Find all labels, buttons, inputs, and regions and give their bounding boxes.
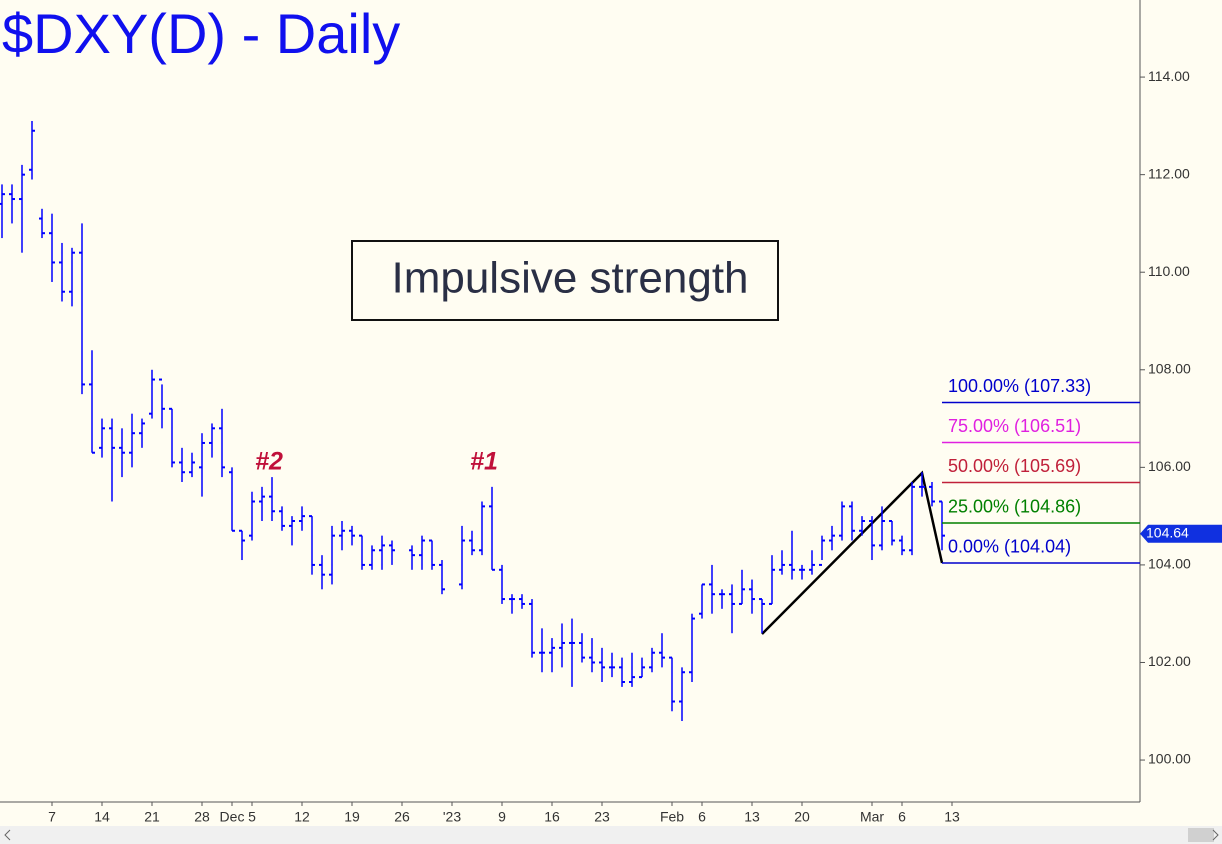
annotation-text: Impulsive strength xyxy=(391,254,748,303)
x-tick-label: Mar xyxy=(860,809,884,825)
y-tick-label: 110.00 xyxy=(1148,263,1190,279)
x-tick-label: 5 xyxy=(248,809,256,825)
y-tick-label: 114.00 xyxy=(1148,68,1190,84)
fib-label: 75.00% (106.51) xyxy=(948,416,1081,436)
last-price-tag xyxy=(1140,524,1222,543)
chart-title: $DXY(D) - Daily xyxy=(2,2,400,65)
y-tick-label: 100.00 xyxy=(1148,751,1191,767)
annotation-label: #1 xyxy=(470,448,498,476)
y-tick-label: 108.00 xyxy=(1148,360,1191,376)
x-tick-label: 23 xyxy=(594,809,610,825)
x-tick-label: Feb xyxy=(660,809,684,825)
x-tick-label: 13 xyxy=(944,809,960,825)
x-tick-label: 13 xyxy=(744,809,760,825)
y-tick-label: 112.00 xyxy=(1148,165,1190,181)
fib-label: 0.00% (104.04) xyxy=(948,537,1071,557)
x-tick-label: 6 xyxy=(898,809,906,825)
scroll-thumb[interactable] xyxy=(1188,828,1214,842)
x-tick-label: 19 xyxy=(344,809,360,825)
y-tick-label: 106.00 xyxy=(1148,458,1191,474)
x-tick-label: 28 xyxy=(194,809,210,825)
fib-label: 100.00% (107.33) xyxy=(948,376,1091,396)
x-tick-label: '23 xyxy=(443,809,461,825)
x-tick-label: 21 xyxy=(144,809,160,825)
scroll-right[interactable] xyxy=(1212,829,1219,841)
x-tick-label: 14 xyxy=(94,809,110,825)
scroll-left[interactable] xyxy=(4,829,11,841)
annotation-box xyxy=(351,240,779,321)
last-price-label: 104.64 xyxy=(1146,524,1189,540)
x-tick-label: 6 xyxy=(698,809,706,825)
x-tick-label: 20 xyxy=(794,809,810,825)
x-tick-label: 7 xyxy=(48,809,56,825)
fib-label: 25.00% (104.86) xyxy=(948,497,1081,517)
y-tick-label: 102.00 xyxy=(1148,653,1191,669)
x-tick-label: Dec xyxy=(220,809,245,825)
x-tick-label: 16 xyxy=(544,809,560,825)
scrollbar[interactable] xyxy=(0,826,1222,844)
x-tick-label: 12 xyxy=(294,809,310,825)
fib-label: 50.00% (105.69) xyxy=(948,456,1081,476)
y-tick-label: 104.00 xyxy=(1148,556,1191,572)
annotation-label: #2 xyxy=(255,448,283,476)
x-tick-label: 26 xyxy=(394,809,410,825)
x-tick-label: 9 xyxy=(498,809,506,825)
